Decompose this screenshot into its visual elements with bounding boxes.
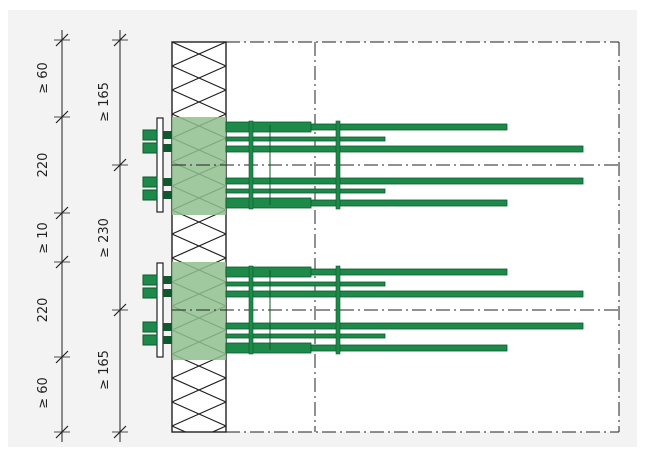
dash-dot-lines [172, 41, 620, 433]
stirrup [248, 120, 254, 210]
base-plate [156, 262, 164, 358]
rebar-bar [225, 188, 386, 194]
insulation-zigzag-mirror [172, 42, 226, 432]
bolt-nut [142, 176, 158, 188]
dim-label-upper-zone: 220 [36, 153, 51, 178]
pressure-bearing [225, 121, 312, 133]
rebar-bar [225, 333, 386, 339]
load-zone-lower [172, 262, 226, 360]
bolt-nut [142, 189, 158, 201]
rebar-bar [225, 290, 584, 298]
bolt-nut [142, 274, 158, 286]
bolt-shank [163, 178, 172, 186]
bolt-nut [142, 142, 158, 154]
insulation-layer [171, 41, 227, 433]
bolt-nut [142, 334, 158, 346]
dim-label-top-edge: ≥ 60 [36, 62, 51, 94]
rebar-bar [225, 136, 386, 142]
rebar-bar [225, 322, 584, 330]
dim-label-lower-zone: 220 [36, 298, 51, 323]
load-zone-upper [172, 117, 226, 215]
bolt-nut [142, 287, 158, 299]
rebar-bar [225, 177, 584, 185]
anchor-assembly-lower [142, 262, 584, 358]
dim-label-bottom-spacing: ≥ 165 [97, 350, 112, 390]
rebar-bar [225, 281, 386, 287]
bolt-shank [163, 323, 172, 331]
stirrup [248, 265, 254, 355]
rebar-bar [225, 145, 584, 153]
dimension-lines [54, 30, 128, 442]
bolt-shank [163, 289, 172, 297]
dim-label-bottom-edge: ≥ 60 [36, 377, 51, 409]
dim-label-top-spacing: ≥ 165 [97, 82, 112, 122]
dim-label-middle-spacing: ≥ 230 [97, 218, 112, 258]
base-plate [156, 117, 164, 213]
bolt-shank [163, 144, 172, 152]
bolt-nut [142, 321, 158, 333]
stirrup [335, 120, 341, 210]
right-dimension-labels: ≥ 165 ≥ 230 ≥ 165 [97, 82, 112, 390]
slab-area [226, 42, 619, 432]
left-dimension-labels: ≥ 60 220 ≥ 10 220 ≥ 60 [36, 62, 51, 409]
pressure-bearing [225, 197, 312, 209]
pressure-bearing [225, 266, 312, 278]
dim-label-gap: ≥ 10 [36, 222, 51, 254]
stirrup [335, 265, 341, 355]
bolt-nut [142, 129, 158, 141]
bolt-shank [163, 131, 172, 139]
anchor-assemblies [142, 117, 584, 358]
bolt-shank [163, 191, 172, 199]
bolt-shank [163, 336, 172, 344]
anchor-assembly-upper [142, 117, 584, 213]
pressure-bearing [225, 342, 312, 354]
bolt-shank [163, 276, 172, 284]
